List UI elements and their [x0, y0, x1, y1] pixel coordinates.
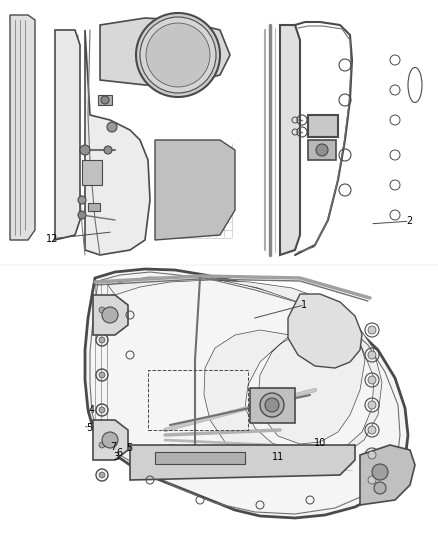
Circle shape — [368, 426, 376, 434]
Circle shape — [372, 464, 388, 480]
Polygon shape — [288, 294, 362, 368]
Circle shape — [63, 76, 71, 84]
Circle shape — [99, 442, 105, 448]
Circle shape — [368, 451, 376, 459]
Text: 12: 12 — [46, 234, 58, 244]
Circle shape — [99, 307, 105, 313]
Circle shape — [265, 398, 279, 412]
Bar — [148, 370, 248, 430]
Circle shape — [102, 432, 118, 448]
Polygon shape — [93, 295, 128, 335]
Circle shape — [63, 196, 71, 204]
Bar — [88, 203, 100, 211]
Polygon shape — [155, 140, 235, 240]
Polygon shape — [55, 30, 80, 240]
Circle shape — [99, 372, 105, 378]
Circle shape — [101, 96, 109, 104]
Circle shape — [374, 482, 386, 494]
Circle shape — [260, 393, 284, 417]
Circle shape — [63, 136, 71, 144]
Circle shape — [316, 144, 328, 156]
Circle shape — [99, 337, 105, 343]
Circle shape — [78, 196, 86, 204]
Bar — [98, 95, 112, 105]
Circle shape — [65, 138, 69, 142]
Circle shape — [107, 122, 117, 132]
Circle shape — [368, 476, 376, 484]
Circle shape — [368, 351, 376, 359]
Circle shape — [99, 407, 105, 413]
Text: 10: 10 — [314, 439, 326, 448]
Circle shape — [80, 145, 90, 155]
Bar — [308, 140, 336, 160]
Circle shape — [140, 17, 216, 93]
Bar — [308, 115, 338, 137]
Text: 5: 5 — [87, 423, 93, 433]
Polygon shape — [360, 445, 415, 505]
Polygon shape — [108, 277, 382, 465]
Bar — [250, 388, 295, 423]
Text: 4: 4 — [89, 406, 95, 415]
Polygon shape — [280, 25, 300, 255]
Polygon shape — [85, 30, 150, 255]
Bar — [82, 160, 102, 185]
Polygon shape — [93, 420, 128, 460]
Circle shape — [368, 326, 376, 334]
Polygon shape — [100, 18, 230, 85]
Bar — [155, 452, 245, 464]
Text: 6: 6 — [116, 448, 122, 457]
Text: 11: 11 — [272, 453, 284, 462]
Circle shape — [146, 23, 210, 87]
Polygon shape — [10, 15, 35, 240]
Circle shape — [63, 166, 71, 174]
Circle shape — [368, 376, 376, 384]
Text: 7: 7 — [110, 442, 116, 451]
Text: 5: 5 — [126, 443, 132, 453]
Text: 3: 3 — [113, 453, 119, 462]
Circle shape — [63, 106, 71, 114]
Polygon shape — [130, 445, 355, 480]
Circle shape — [102, 307, 118, 323]
Text: 2: 2 — [406, 216, 413, 226]
Circle shape — [368, 401, 376, 409]
Polygon shape — [85, 269, 408, 518]
Circle shape — [104, 146, 112, 154]
Text: 1: 1 — [301, 300, 307, 310]
Circle shape — [65, 78, 69, 82]
Circle shape — [78, 211, 86, 219]
Circle shape — [65, 168, 69, 172]
Circle shape — [99, 472, 105, 478]
Circle shape — [65, 198, 69, 202]
Circle shape — [65, 108, 69, 112]
Circle shape — [136, 13, 220, 97]
